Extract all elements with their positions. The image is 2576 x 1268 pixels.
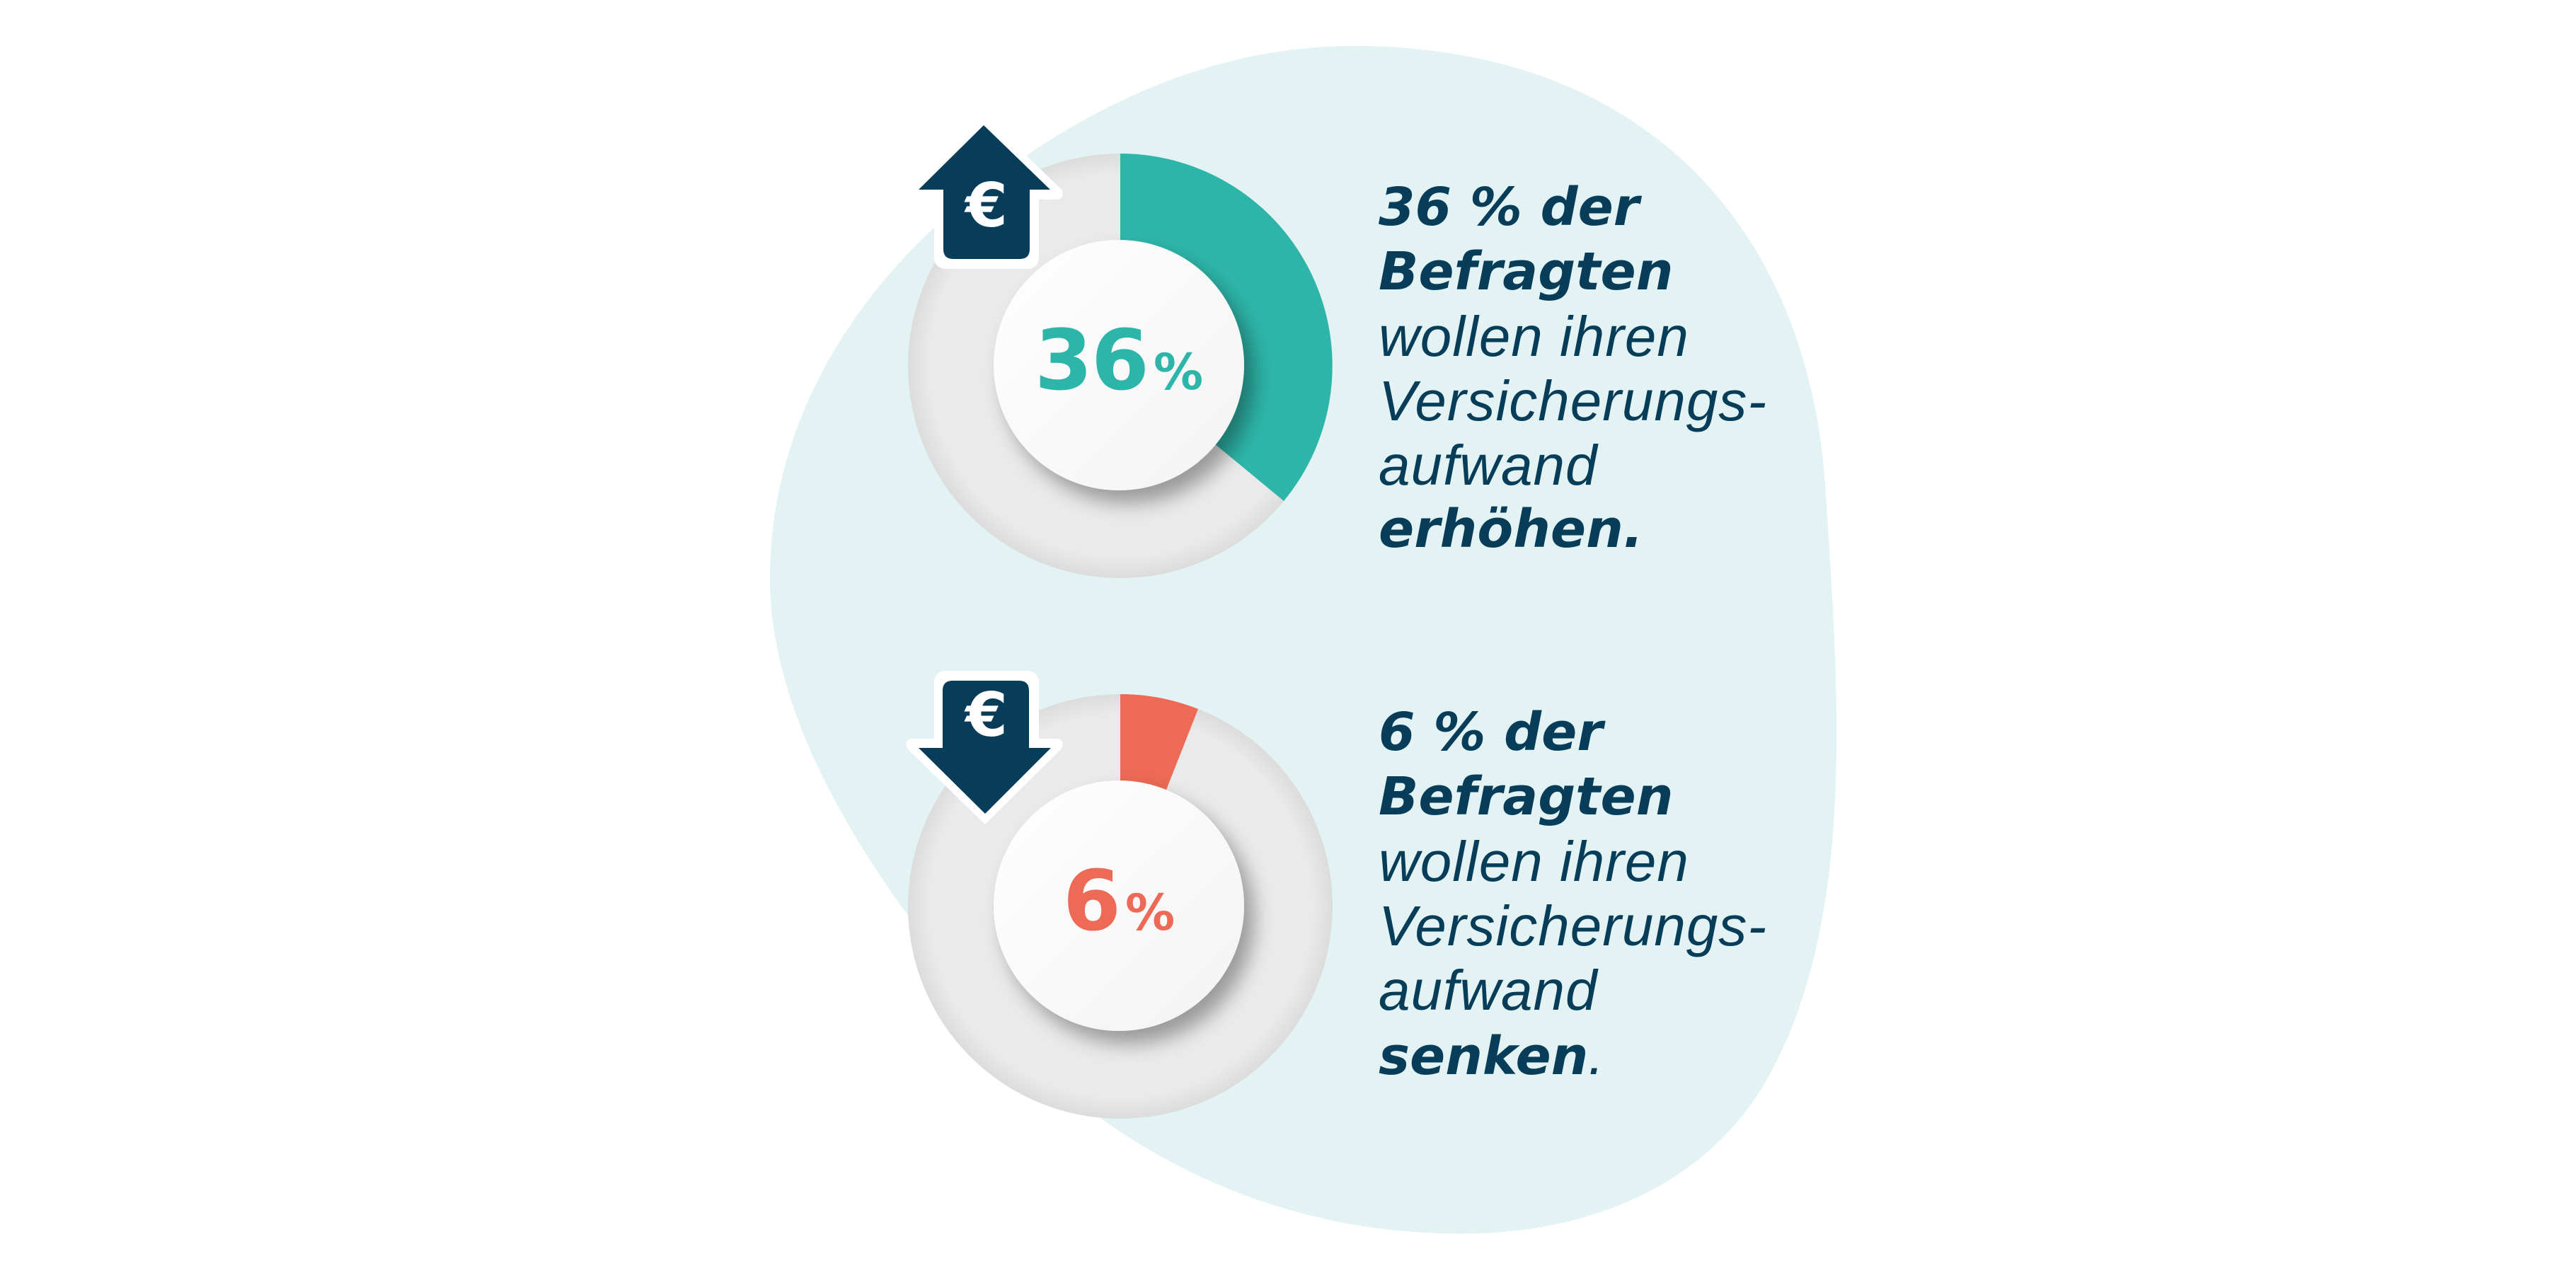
- caption-emphasis: senken: [1379, 1026, 1589, 1087]
- caption-line: Versicherungs-: [1379, 369, 1768, 432]
- svg-text:€: €: [964, 680, 1008, 751]
- center-value-increase: 36%: [1013, 311, 1225, 409]
- caption-line: 6 % der: [1379, 702, 1603, 763]
- value-number: 6: [1062, 852, 1121, 950]
- euro-arrow-up-icon: €: [906, 115, 1063, 269]
- caption-line: Befragten: [1379, 766, 1674, 827]
- caption-decrease: 6 % der Befragten wollen ihren Versicher…: [1379, 701, 1767, 1089]
- value-unit: %: [1125, 884, 1175, 942]
- caption-line: erhöhen.: [1379, 499, 1643, 560]
- donut-center: [994, 780, 1244, 1031]
- caption-line: wollen ihren: [1379, 830, 1689, 893]
- caption-line: senken.: [1379, 1022, 1767, 1089]
- svg-text:€: €: [964, 171, 1008, 241]
- caption-increase: 36 % der Befragten wollen ihren Versiche…: [1379, 175, 1767, 562]
- donut-center: [994, 240, 1244, 490]
- center-value-decrease: 6%: [1013, 852, 1225, 950]
- donut-chart-decrease: €: [906, 671, 1333, 1119]
- caption-line: Versicherungs-: [1379, 894, 1768, 957]
- euro-arrow-down-icon: €: [906, 671, 1063, 824]
- caption-line: Befragten: [1379, 241, 1674, 302]
- donut-chart-increase: €: [906, 115, 1333, 578]
- caption-line: wollen ihren: [1379, 305, 1689, 368]
- caption-line: aufwand: [1379, 959, 1598, 1022]
- value-number: 36: [1034, 311, 1149, 409]
- caption-line: 36 % der: [1379, 177, 1640, 238]
- caption-period: .: [1588, 1023, 1605, 1086]
- value-unit: %: [1154, 343, 1204, 401]
- caption-line: aufwand: [1379, 434, 1598, 497]
